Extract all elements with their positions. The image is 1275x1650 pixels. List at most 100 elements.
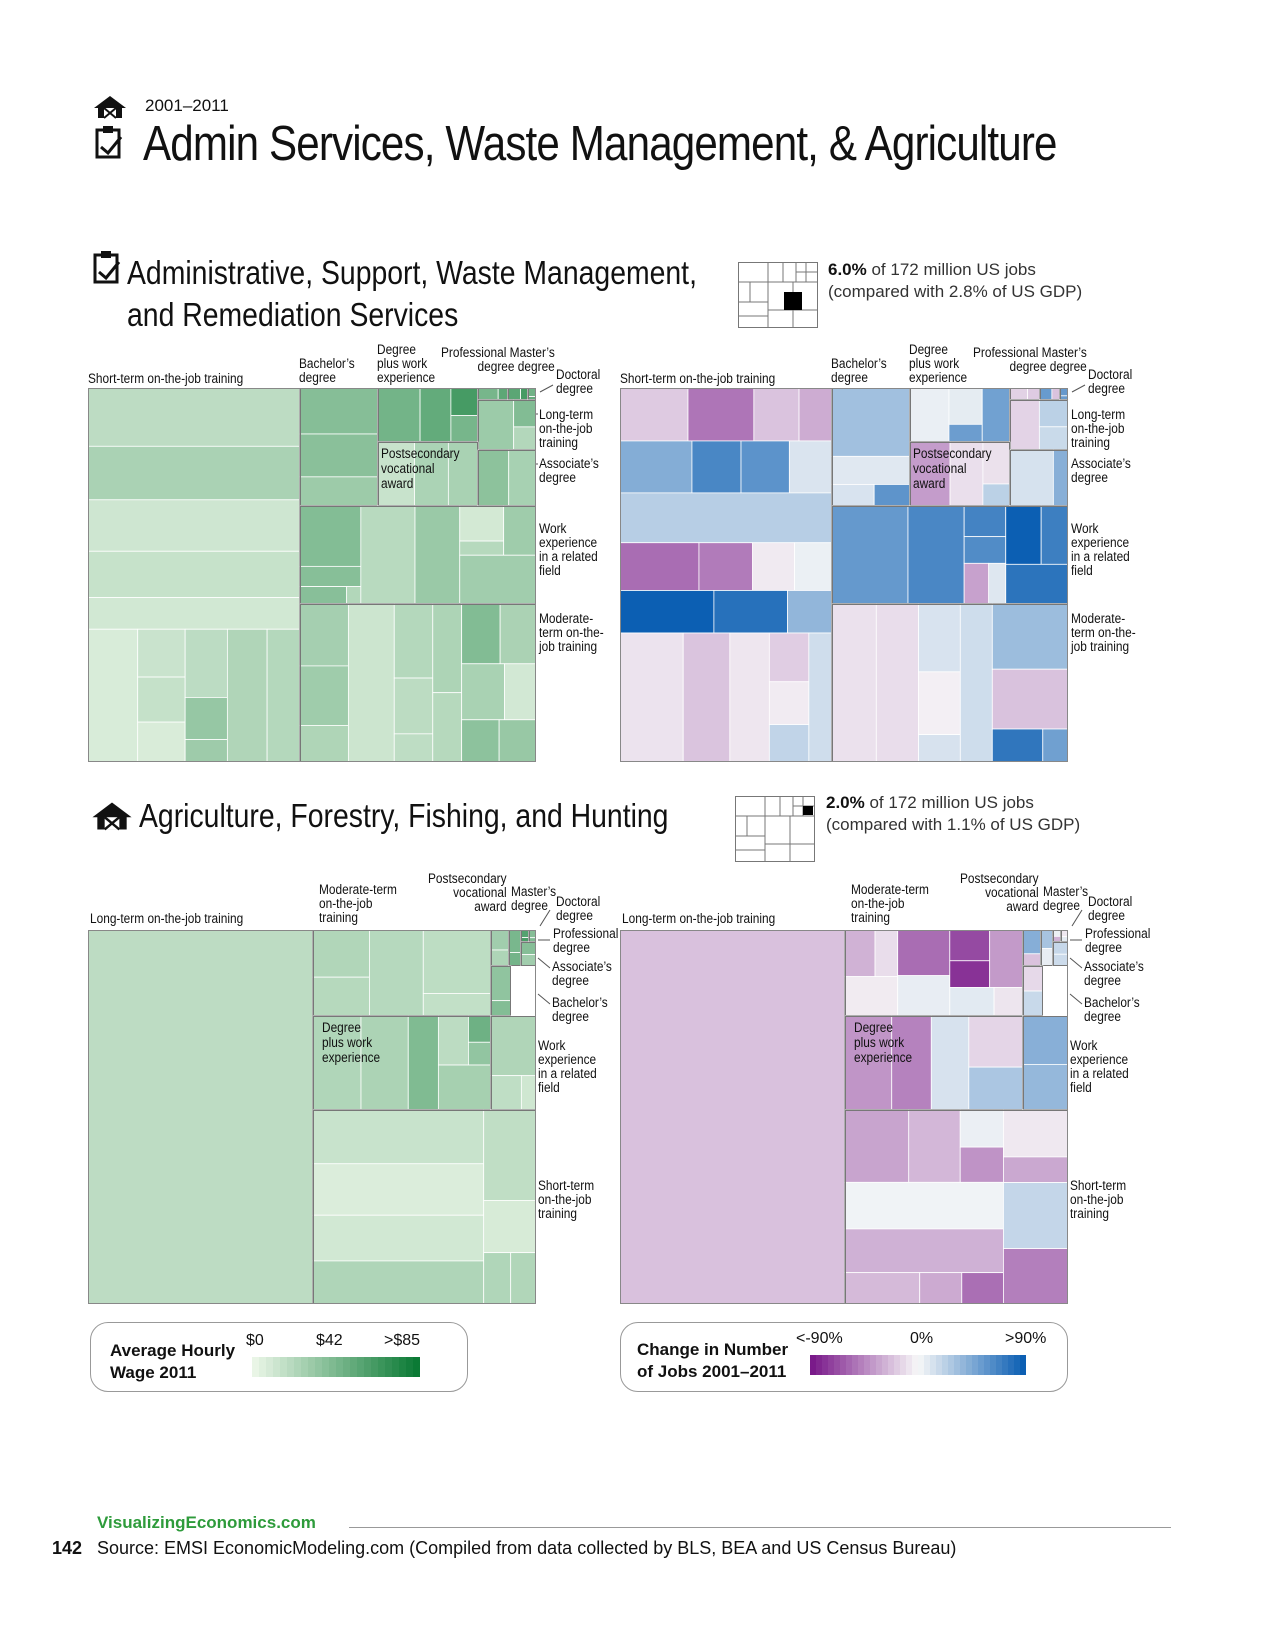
legend-wage-swatch — [266, 1357, 273, 1377]
label-bachelors: Bachelor’s degree — [1084, 995, 1140, 1024]
legend-change-swatch — [978, 1355, 984, 1375]
group-short-term-on-the-job-training-cell — [844, 1109, 910, 1183]
group-bachelor-s-degree-cell — [831, 388, 911, 457]
legend-change-swatch — [906, 1355, 912, 1375]
group-degree-plus-work-experience-cell — [407, 1015, 439, 1111]
legend-change-swatch — [876, 1355, 882, 1375]
group-degree-plus-work-experience-cell — [930, 1015, 970, 1111]
label-long-term: Long-term on-the-job training — [622, 911, 776, 926]
group-short-term-on-the-job-training-cell — [312, 1163, 485, 1216]
group-moderate-term-on-the-job-training-cell — [897, 930, 951, 977]
group-short-term-on-the-job-training-cell — [1003, 1156, 1068, 1183]
legend-tick: <-90% — [796, 1330, 843, 1347]
label-work-experience: Work experience in a related field — [539, 521, 598, 578]
legend-title-line: of Jobs 2001–2011 — [637, 1362, 787, 1381]
group-degree-plus-work-experience-border — [845, 1016, 1023, 1110]
legend-tick: >90% — [1005, 1330, 1047, 1347]
group-work-experience-in-a-related-field-cell — [490, 1015, 536, 1077]
label-doctoral: Doctoral degree — [1088, 894, 1133, 923]
group-moderate-term-on-the-job-training-cell — [991, 668, 1068, 730]
treemap-ag-change — [620, 930, 1068, 1304]
group-short-term-on-the-job-training-cell — [682, 632, 731, 762]
label-bachelors: Bachelor’s degree — [299, 356, 355, 385]
group-short-term-on-the-job-training-cell — [687, 388, 755, 442]
group-degree-plus-work-experience-border — [313, 1016, 491, 1110]
label-degree-plus: Degree plus work experience — [854, 1020, 913, 1065]
group-short-term-on-the-job-training-cell — [620, 492, 833, 544]
legend-wage-swatch — [343, 1357, 350, 1377]
legend-change-swatch — [924, 1355, 930, 1375]
group-short-term-on-the-job-training-cell — [798, 388, 833, 442]
section-title-line: and Remediation Services — [127, 296, 459, 333]
group-moderate-term-on-the-job-training-cell — [422, 930, 492, 994]
group-degree-plus-work-experience-cell — [968, 1066, 1024, 1111]
label-professional: Professional degree — [1085, 926, 1151, 955]
group-short-term-on-the-job-training-cell — [752, 542, 795, 591]
group-short-term-on-the-job-training-cell — [620, 440, 693, 494]
label-associates: Associate’s degree — [539, 456, 599, 485]
clipboard-icon — [93, 251, 121, 284]
legend-wage-swatch — [280, 1357, 287, 1377]
label-degree-plus: Degree plus work experience — [322, 1020, 381, 1065]
label-professional: Professional degree — [553, 926, 619, 955]
group-short-term-on-the-job-training-cell — [312, 1109, 485, 1165]
legend-change-swatch — [894, 1355, 900, 1375]
legend-wage-swatch — [385, 1357, 392, 1377]
group-degree-plus-work-experience-cell — [377, 388, 421, 443]
legend-wage-swatch — [273, 1357, 280, 1377]
share-text: of 172 million US jobs — [866, 260, 1036, 279]
group-short-term-on-the-job-training-cell — [1003, 1182, 1068, 1249]
page-title: Admin Services, Waste Management, & Agri… — [143, 117, 1057, 171]
label-long-term: Long-term on-the-job training — [1071, 407, 1126, 450]
share-mini-treemap — [738, 262, 818, 328]
group-long-term-on-the-job-training — [620, 930, 845, 1304]
legend-change-gradient — [810, 1355, 1026, 1375]
legend-wage-swatch — [301, 1357, 308, 1377]
legend-wage-swatch — [413, 1357, 420, 1377]
legend-wage-gradient — [252, 1357, 420, 1377]
group-moderate-term-on-the-job-training-cell — [347, 603, 395, 762]
group-degree-plus-work-experience-cell — [450, 415, 479, 443]
label-postsecondary: Postsecondary vocational award — [960, 871, 1039, 914]
legend-change-swatch — [912, 1355, 918, 1375]
legend-wage-swatch — [406, 1357, 413, 1377]
site-name-part: Economics.com — [185, 1513, 316, 1532]
legend-change — [620, 1322, 1068, 1392]
legend-wage — [90, 1322, 468, 1392]
legend-wage-swatch — [329, 1357, 336, 1377]
group-bachelor-s-degree-border — [491, 966, 511, 1016]
barn-icon — [92, 802, 132, 831]
group-moderate-term-on-the-job-training-cell — [299, 725, 349, 762]
legend-change-swatch — [816, 1355, 822, 1375]
gdp-comparison: (compared with 2.8% of US GDP) — [828, 282, 1083, 301]
section-title-line: Administrative, Support, Waste Managemen… — [127, 254, 697, 291]
group-work-experience-in-a-related-field-cell — [1022, 1015, 1068, 1065]
group-moderate-term-on-the-job-training-cell — [918, 671, 961, 735]
legend-change-swatch — [960, 1355, 966, 1375]
group-short-term-on-the-job-training-cell — [698, 542, 753, 591]
group-short-term-on-the-job-training-cell — [88, 597, 301, 630]
group-short-term-on-the-job-training-cell — [620, 388, 689, 442]
group-short-term-on-the-job-training-cell — [713, 590, 788, 634]
group-short-term-on-the-job-training-cell — [312, 1260, 485, 1304]
group-short-term-on-the-job-training-cell — [483, 1252, 512, 1304]
label-short-term: Short-term on-the-job training — [88, 371, 244, 386]
legend-change-swatch — [888, 1355, 894, 1375]
legend-wage-swatch — [392, 1357, 399, 1377]
group-work-experience-in-a-related-field-cell — [459, 554, 536, 605]
legend-wage-swatch — [315, 1357, 322, 1377]
group-moderate-term-on-the-job-training-cell — [959, 603, 993, 762]
group-bachelor-s-degree-cell — [299, 476, 379, 507]
label-work-experience: Work experience in a related field — [1070, 1038, 1129, 1095]
group-postsecondary-vocational-award-cell — [949, 441, 984, 507]
legend-change-swatch — [936, 1355, 942, 1375]
group-short-term-on-the-job-training-cell — [620, 590, 715, 634]
label-postsecondary: Postsecondary vocational award — [428, 871, 507, 914]
site-name: VisualizingEconomics.com — [97, 1513, 316, 1533]
group-associate-s-degree-cell — [508, 449, 536, 507]
group-moderate-term-on-the-job-training-cell — [312, 976, 370, 1017]
legend-change-swatch — [840, 1355, 846, 1375]
source-note: Source: EMSI EconomicModeling.com (Compi… — [97, 1538, 957, 1558]
legend-change-swatch — [1014, 1355, 1020, 1375]
year-range: 2001–2011 — [145, 96, 229, 115]
